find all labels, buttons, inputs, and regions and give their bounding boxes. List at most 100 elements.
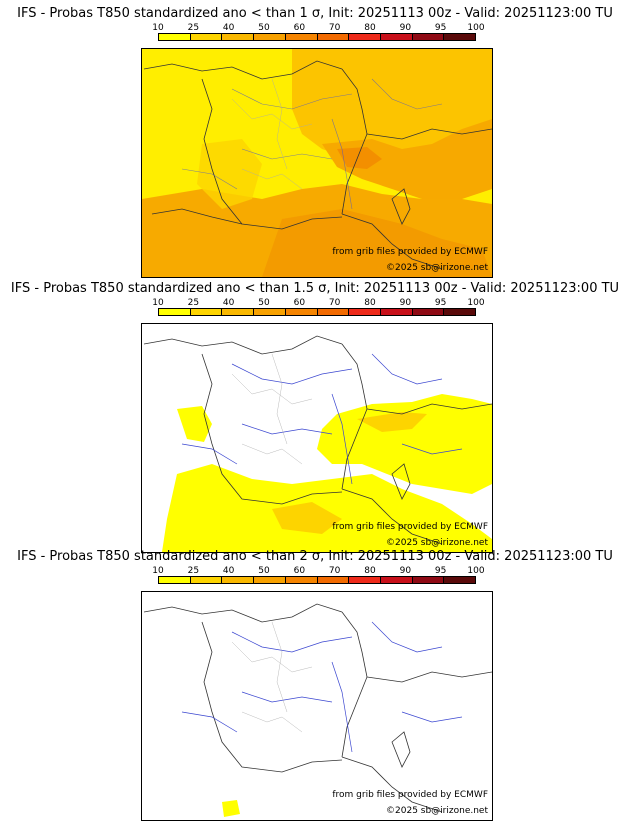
field-mid [197,139,262,209]
field-yellow-west [177,406,212,442]
map-panel-1: IFS - Probas T850 standardized ano < tha… [0,6,630,278]
colorbar-tick-label: 80 [364,566,376,576]
field-base [142,592,492,820]
colorbar-segment [412,34,445,40]
source-credit: from grib files provided by ECMWF [332,247,488,257]
colorbar-tick-label: 80 [364,298,376,308]
regions [231,78,313,190]
colorbar-tick-label: 95 [434,298,447,308]
colorbar-segment [254,34,286,40]
colorbar-tick-label: 100 [467,566,485,576]
borders [143,603,492,813]
colorbar-tick-label: 60 [293,566,306,576]
colorbar-tick-label: 95 [434,566,447,576]
field-orange-alps [357,412,427,432]
panel-title: IFS - Probas T850 standardized ano < tha… [17,6,613,21]
colorbar-segment [444,309,476,315]
map-svg [142,49,492,277]
rivers [181,621,463,753]
colorbar-tick-label: 50 [258,23,270,33]
copyright-credit: ©2025 sb@irizone.net [386,806,488,816]
map-panel-3: IFS - Probas T850 standardized ano < tha… [0,549,630,821]
colorbar-labels: 10 25 40 50 60 70 80 90 95 100 [152,566,484,577]
colorbar-segment [222,309,255,315]
colorbar-tick-label: 80 [364,23,376,33]
colorbar-tick-label: 50 [258,566,270,576]
colorbar-tick-label: 90 [399,298,412,308]
colorbar-segment [159,577,191,583]
copyright-credit: ©2025 sb@irizone.net [386,538,488,548]
colorbar-tick-label: 70 [328,298,341,308]
regions [231,621,313,733]
colorbar-segment [285,577,318,583]
colorbar-tick-label: 40 [222,298,235,308]
colorbar-tick-label: 60 [293,23,306,33]
colorbar [158,33,476,41]
colorbar-labels: 10 25 40 50 60 70 80 90 95 100 [152,23,484,34]
panel-title: IFS - Probas T850 standardized ano < tha… [10,281,620,296]
colorbar-tick-label: 25 [187,23,200,33]
colorbar [158,308,476,316]
colorbar-tick-label: 10 [152,23,164,33]
field-yellow-spot [222,800,240,817]
colorbar-tick-label: 10 [152,298,164,308]
colorbar-segment [222,34,255,40]
colorbar-segment [159,309,191,315]
field-orange-med [262,209,492,277]
colorbar-segment [444,577,476,583]
colorbar-segment [349,577,381,583]
colorbar-segment [412,577,445,583]
colorbar-tick-label: 25 [187,566,200,576]
colorbar-segment [317,34,350,40]
colorbar-tick-label: 60 [293,298,306,308]
colorbar-segment [380,309,413,315]
rivers [181,353,463,485]
colorbar-segment [285,34,318,40]
colorbar-segment [254,577,286,583]
source-credit: from grib files provided by ECMWF [332,522,488,532]
colorbar-segment [317,309,350,315]
colorbar-segment [349,34,381,40]
colorbar-segment [285,309,318,315]
probability-map: from grib files provided by ECMWF ©2025 … [141,591,493,821]
colorbar-tick-label: 100 [467,23,485,33]
colorbar-segment [190,577,223,583]
colorbar-labels: 10 25 40 50 60 70 80 90 95 100 [152,298,484,309]
field-dark-orange [337,147,382,169]
copyright-credit: ©2025 sb@irizone.net [386,263,488,273]
borders [143,60,492,270]
colorbar-tick-label: 50 [258,298,270,308]
field-yellow-south [162,464,492,552]
colorbar-segment [349,309,381,315]
colorbar-tick-label: 90 [399,23,412,33]
colorbar-tick-label: 95 [434,23,447,33]
colorbar-segment [412,309,445,315]
colorbar-segment [190,309,223,315]
colorbar-segment [222,577,255,583]
panel-title: IFS - Probas T850 standardized ano < tha… [17,549,613,564]
colorbar-tick-label: 40 [222,566,235,576]
probability-map: from grib files provided by ECMWF ©2025 … [141,323,493,553]
probability-map: from grib files provided by ECMWF ©2025 … [141,48,493,278]
colorbar [158,576,476,584]
map-svg [142,592,492,820]
colorbar-segment [317,577,350,583]
colorbar-tick-label: 10 [152,566,164,576]
colorbar-tick-label: 90 [399,566,412,576]
borders [143,335,492,545]
rivers [181,78,443,210]
field-orange-coast [272,502,342,534]
map-svg [142,324,492,552]
colorbar-tick-label: 100 [467,298,485,308]
colorbar-tick-label: 70 [328,566,341,576]
field-orange-alps [322,119,492,199]
colorbar-segment [380,34,413,40]
colorbar-tick-label: 40 [222,23,235,33]
colorbar-segment [254,309,286,315]
colorbar-segment [190,34,223,40]
colorbar-segment [159,34,191,40]
colorbar-tick-label: 70 [328,23,341,33]
colorbar-segment [444,34,476,40]
colorbar-segment [380,577,413,583]
map-panel-2: IFS - Probas T850 standardized ano < tha… [0,281,630,553]
